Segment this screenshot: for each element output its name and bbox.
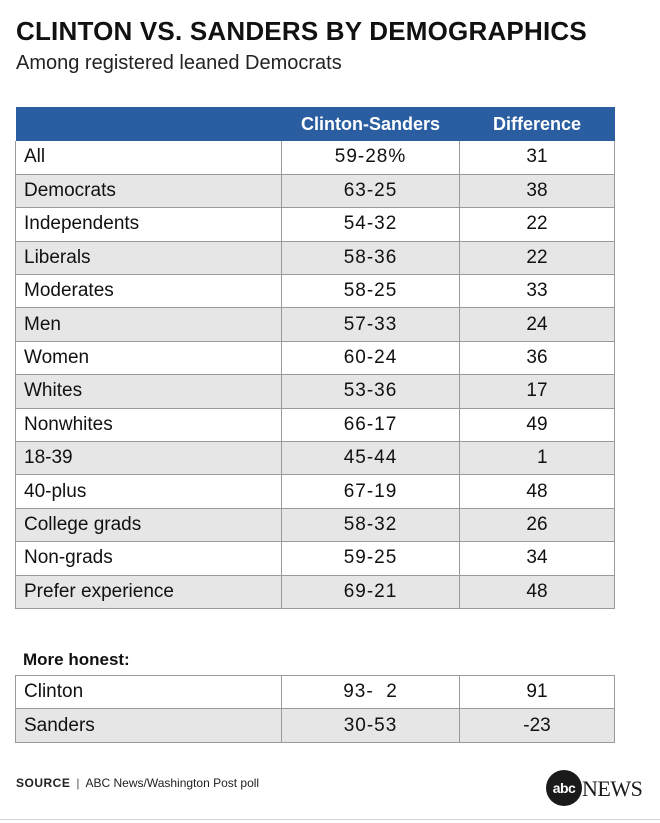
table-row: Independents 54-32 22: [15, 207, 615, 242]
row-clinton-sanders: 59-25: [281, 541, 460, 576]
row-difference: 31: [459, 141, 615, 175]
row-difference: 22: [459, 207, 615, 242]
row-clinton-sanders: 66-17: [281, 408, 460, 443]
row-difference: 22: [459, 241, 615, 276]
row-clinton-sanders: 69-21: [281, 575, 460, 609]
table-row: Prefer experience 69-21 48: [15, 575, 615, 609]
chart-title: CLINTON VS. SANDERS BY DEMOGRAPHICS: [16, 16, 587, 46]
chart-subtitle: Among registered leaned Democrats: [16, 52, 342, 74]
row-label: Democrats: [15, 174, 282, 209]
table-header-row: Clinton-Sanders Difference: [15, 107, 615, 141]
header-clinton-sanders: Clinton-Sanders: [281, 107, 460, 141]
row-label: Independents: [15, 207, 282, 242]
source-note: SOURCE | ABC News/Washington Post poll: [16, 776, 259, 790]
row-label: Moderates: [15, 274, 282, 309]
row-label: 40-plus: [15, 474, 282, 509]
row-difference: 48: [459, 575, 615, 609]
row-clinton-sanders: 58-25: [281, 274, 460, 309]
row-clinton-sanders: 60-24: [281, 341, 460, 376]
row-clinton-sanders: 59-28%: [281, 141, 460, 175]
row-difference: 34: [459, 541, 615, 576]
more-honest-body: Clinton 93- 2 91 Sanders 30-53 -23: [15, 674, 615, 743]
table-row: Nonwhites 66-17 49: [15, 408, 615, 443]
table-body: All 59-28% 31 Democrats 63-25 38 Independents 5…: [15, 141, 615, 609]
header-difference: Difference: [459, 107, 615, 141]
row-clinton-sanders: 53-36: [281, 374, 460, 409]
row-clinton-sanders: 67-19: [281, 474, 460, 509]
row-clinton-sanders: 57-33: [281, 307, 460, 342]
news-logo-word: NEWS: [582, 776, 643, 801]
row-label: Sanders: [15, 708, 282, 743]
header-empty: [15, 107, 282, 141]
source-label: SOURCE: [16, 776, 71, 790]
row-difference: 38: [459, 174, 615, 209]
abc-news-logo: abc NEWS: [546, 770, 650, 806]
row-label: Clinton: [15, 674, 282, 710]
row-label: Men: [15, 307, 282, 342]
row-clinton-sanders: 58-32: [281, 508, 460, 543]
row-clinton-sanders: 45-44: [281, 441, 460, 476]
row-clinton-sanders: 30-53: [281, 708, 460, 743]
row-clinton-sanders: 63-25: [281, 174, 460, 209]
row-label: College grads: [15, 508, 282, 543]
row-label: 18-39: [15, 441, 282, 476]
table-row: College grads 58-32 26: [15, 508, 615, 543]
table-row: Women 60-24 36: [15, 341, 615, 376]
table-row: Liberals 58-36 22: [15, 241, 615, 276]
row-difference: 24: [459, 307, 615, 342]
row-difference: 26: [459, 508, 615, 543]
row-label: Nonwhites: [15, 408, 282, 443]
table-row: All 59-28% 31: [15, 141, 615, 175]
table-row: 18-39 45-44 1: [15, 441, 615, 476]
source-text: ABC News/Washington Post poll: [85, 776, 260, 790]
row-difference: 33: [459, 274, 615, 309]
row-label: Women: [15, 341, 282, 376]
more-honest-table: Clinton 93- 2 91 Sanders 30-53 -23: [15, 674, 615, 743]
row-clinton-sanders: 58-36: [281, 241, 460, 276]
row-clinton-sanders: 54-32: [281, 207, 460, 242]
more-honest-label: More honest:: [23, 650, 130, 669]
table-row: Clinton 93- 2 91: [15, 674, 615, 710]
row-difference: 36: [459, 341, 615, 376]
source-separator: |: [76, 776, 80, 790]
table-row: 40-plus 67-19 48: [15, 474, 615, 509]
table-row: Men 57-33 24: [15, 307, 615, 342]
row-label: Liberals: [15, 241, 282, 276]
row-difference: 91: [459, 674, 615, 710]
row-label: All: [15, 141, 282, 175]
row-label: Prefer experience: [15, 575, 282, 609]
bottom-divider: [0, 819, 660, 820]
table-row: Non-grads 59-25 34: [15, 541, 615, 576]
row-difference: 17: [459, 374, 615, 409]
table-row: Democrats 63-25 38: [15, 174, 615, 209]
demographics-table: Clinton-Sanders Difference All 59-28% 31 De…: [15, 107, 615, 609]
row-label: Non-grads: [15, 541, 282, 576]
row-difference: -23: [459, 708, 615, 743]
table-row: Moderates 58-25 33: [15, 274, 615, 309]
row-clinton-sanders: 93- 2: [281, 674, 460, 710]
row-difference: 48: [459, 474, 615, 509]
row-difference: 1: [459, 441, 615, 476]
table-row: Sanders 30-53 -23: [15, 708, 615, 743]
row-difference: 49: [459, 408, 615, 443]
table-row: Whites 53-36 17: [15, 374, 615, 409]
abc-logo-mark: abc: [546, 770, 582, 806]
row-label: Whites: [15, 374, 282, 409]
